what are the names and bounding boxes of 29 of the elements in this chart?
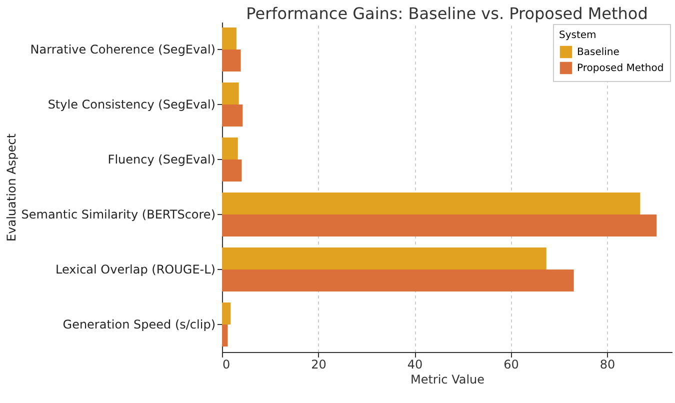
legend-label: Baseline [577, 47, 620, 58]
x-tick-label: 0 [222, 358, 230, 372]
x-tick-label: 20 [311, 358, 326, 372]
y-tick-label: Generation Speed (s/clip) [62, 318, 216, 332]
x-axis-title: Metric Value [410, 372, 485, 386]
bar [222, 324, 228, 346]
x-tick-label: 80 [600, 358, 616, 372]
bar [222, 302, 231, 324]
y-axis-title: Evaluation Aspect [4, 133, 18, 242]
y-tick-label: Style Consistency (SegEval) [48, 98, 216, 112]
x-tick-label: 40 [407, 358, 423, 372]
y-tick-label: Semantic Similarity (BERTScore) [21, 208, 216, 222]
x-tick-label: 60 [504, 358, 519, 372]
y-tick-label: Fluency (SegEval) [108, 152, 216, 166]
bar [222, 214, 657, 236]
bar [222, 50, 241, 72]
y-tick-label: Narrative Coherence (SegEval) [30, 42, 216, 56]
chart-title: Performance Gains: Baseline vs. Proposed Method [246, 4, 648, 23]
legend-label: Proposed Method [577, 63, 664, 74]
bar [222, 138, 238, 160]
bar [222, 82, 239, 104]
bar [222, 192, 640, 214]
legend-title: System [559, 30, 596, 41]
bar [222, 160, 242, 182]
bar [222, 270, 574, 292]
bar [222, 248, 546, 270]
bar [222, 28, 236, 50]
y-tick-label: Lexical Overlap (ROUGE-L) [56, 262, 216, 276]
bar [222, 104, 243, 126]
